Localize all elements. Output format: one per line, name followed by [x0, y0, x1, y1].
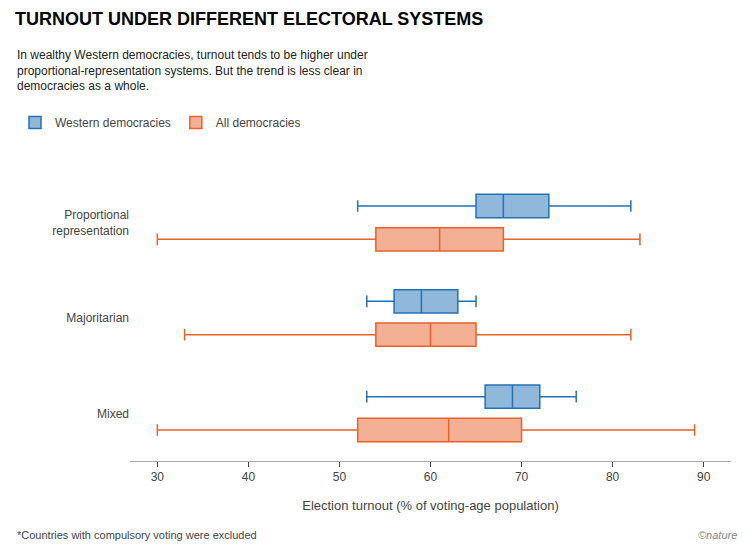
svg-text:40: 40	[242, 470, 256, 484]
svg-text:50: 50	[333, 470, 347, 484]
svg-text:70: 70	[515, 470, 529, 484]
svg-text:Election turnout (% of voting-: Election turnout (% of voting-age popula…	[302, 498, 559, 513]
svg-text:TURNOUT UNDER DIFFERENT ELECTO: TURNOUT UNDER DIFFERENT ELECTORAL SYSTEM…	[15, 9, 483, 29]
svg-text:Mixed: Mixed	[97, 407, 129, 421]
svg-text:Proportionalrepresentation: Proportionalrepresentation	[52, 208, 129, 238]
svg-text:©nature: ©nature	[698, 529, 737, 541]
svg-text:60: 60	[424, 470, 438, 484]
svg-text:90: 90	[697, 470, 711, 484]
svg-text:30: 30	[151, 470, 165, 484]
svg-text:80: 80	[606, 470, 620, 484]
svg-text:All democracies: All democracies	[216, 116, 301, 130]
svg-text:In wealthy Western democracies: In wealthy Western democracies, turnout …	[17, 48, 368, 93]
svg-text:*Countries with compulsory vot: *Countries with compulsory voting were e…	[17, 529, 257, 541]
svg-text:Western democracies: Western democracies	[55, 116, 171, 130]
svg-text:Majoritarian: Majoritarian	[66, 311, 129, 325]
